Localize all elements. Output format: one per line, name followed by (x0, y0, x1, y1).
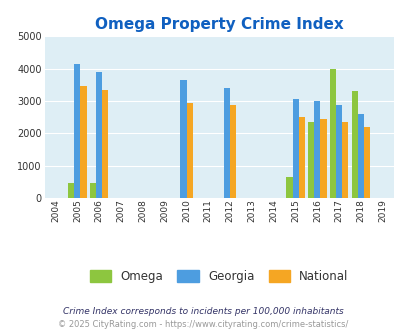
Bar (68, 183, 74, 198)
Bar (230, 105, 236, 198)
Bar (335, 105, 341, 198)
Bar (351, 91, 357, 198)
Text: Crime Index corresponds to incidents per 100,000 inhabitants: Crime Index corresponds to incidents per… (62, 307, 343, 316)
Bar (180, 80, 186, 198)
Bar (96, 72, 102, 198)
Bar (90, 183, 96, 198)
Bar (74, 64, 80, 198)
Bar (286, 177, 292, 198)
Bar (313, 101, 320, 198)
Bar (102, 90, 108, 198)
Bar (307, 122, 313, 198)
Legend: Omega, Georgia, National: Omega, Georgia, National (85, 265, 352, 288)
Bar (80, 86, 86, 198)
Title: Omega Property Crime Index: Omega Property Crime Index (95, 17, 343, 32)
Bar (363, 127, 369, 198)
Bar (186, 103, 192, 198)
Text: © 2025 CityRating.com - https://www.cityrating.com/crime-statistics/: © 2025 CityRating.com - https://www.city… (58, 319, 347, 329)
Bar (357, 114, 363, 198)
Bar (320, 119, 326, 198)
Bar (341, 122, 347, 198)
Bar (292, 99, 298, 198)
Bar (298, 117, 304, 198)
Bar (329, 69, 335, 198)
Bar (224, 88, 230, 198)
